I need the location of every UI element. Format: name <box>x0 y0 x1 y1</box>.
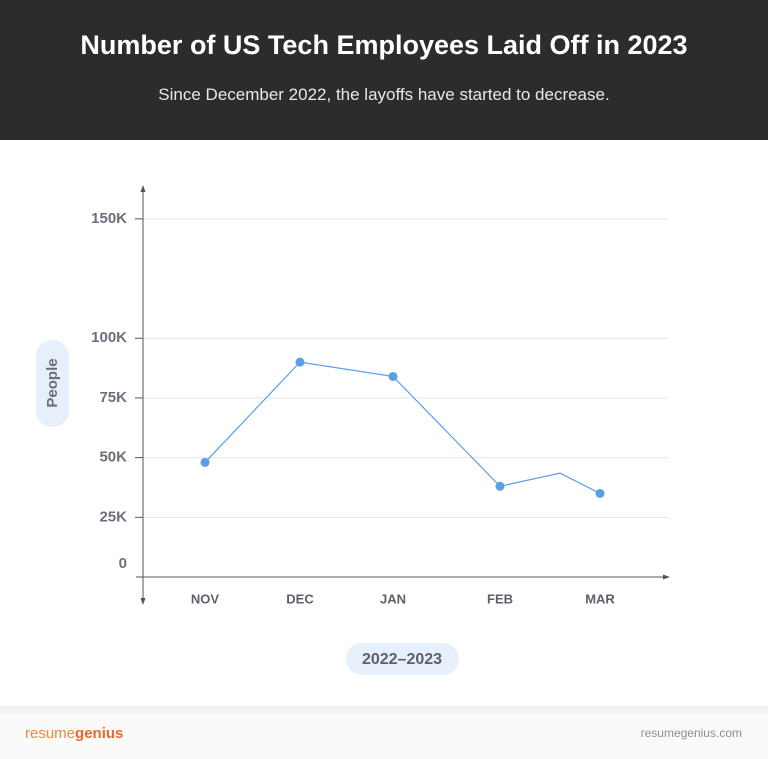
y-axis-arrow <box>140 185 146 192</box>
chart-title: Number of US Tech Employees Laid Off in … <box>80 30 688 60</box>
footer-url: resumegenius.com <box>640 726 742 740</box>
footer: resumegenius resumegenius.com <box>0 706 768 759</box>
y-tick-label: 25K <box>99 508 127 525</box>
y-tick-label: 75K <box>99 389 127 406</box>
y-tick-label: 0 <box>119 555 127 572</box>
chart: People 2022–2023 0 25K 50K 75K 100K 150K NOV DE… <box>36 185 670 675</box>
marker <box>200 457 210 467</box>
marker <box>388 371 398 381</box>
y-axis-arrow <box>140 598 146 605</box>
x-tick-label: MAR <box>585 591 615 606</box>
x-axis-label: 2022–2023 <box>362 651 442 668</box>
brand-part: resume <box>25 725 76 742</box>
y-axis-label: People <box>44 358 61 407</box>
x-tick-label: FEB <box>487 591 513 606</box>
brand: resumegenius <box>25 725 123 742</box>
y-tick-label: 50K <box>99 449 127 466</box>
header: Number of US Tech Employees Laid Off in … <box>0 0 768 140</box>
line <box>204 361 601 494</box>
brand-part: genius <box>75 725 124 742</box>
y-tick-label: 100K <box>91 329 127 346</box>
y-label-pill <box>36 340 69 427</box>
marker <box>495 481 505 491</box>
x-tick-label: DEC <box>286 591 314 606</box>
x-tick-label: JAN <box>380 591 406 606</box>
y-tick-label: 150K <box>91 210 127 227</box>
x-label-pill <box>346 643 459 675</box>
x-tick-label: NOV <box>191 591 220 606</box>
x-axis-arrow <box>663 574 670 580</box>
marker <box>595 488 605 498</box>
marker <box>295 357 305 367</box>
chart-subtitle: Since December 2022, the layoffs have st… <box>158 85 610 104</box>
